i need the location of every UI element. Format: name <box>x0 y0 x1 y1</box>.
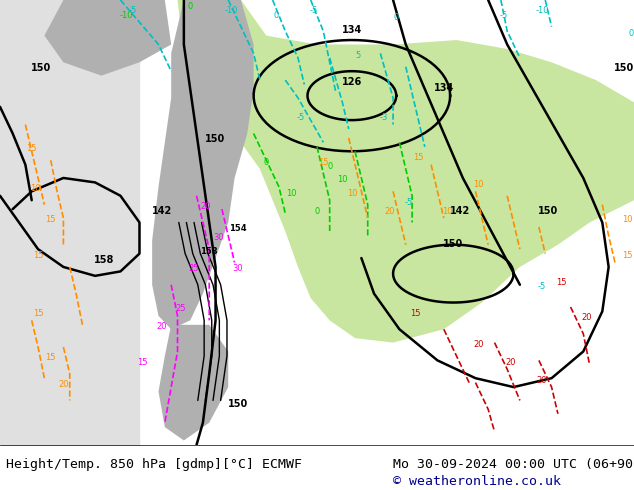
Text: 15: 15 <box>556 278 566 287</box>
Text: 15: 15 <box>413 153 424 162</box>
Text: 0: 0 <box>394 13 399 22</box>
Text: 15: 15 <box>46 353 56 363</box>
Text: 10: 10 <box>474 180 484 189</box>
Text: -5: -5 <box>309 6 318 15</box>
Text: 15: 15 <box>623 251 633 260</box>
Text: 150: 150 <box>538 206 559 216</box>
Text: 20: 20 <box>505 358 515 367</box>
Text: 15: 15 <box>46 216 56 224</box>
Text: -5: -5 <box>297 113 306 122</box>
Text: 20: 20 <box>474 340 484 349</box>
Text: 150: 150 <box>443 239 463 249</box>
Text: 10: 10 <box>30 184 40 194</box>
Text: 0: 0 <box>628 28 633 38</box>
Text: 150: 150 <box>205 134 226 145</box>
Text: -5: -5 <box>538 282 547 291</box>
Text: 0: 0 <box>314 207 320 216</box>
Text: 150: 150 <box>31 63 51 73</box>
Text: 20: 20 <box>201 202 211 211</box>
Text: 10: 10 <box>442 207 452 216</box>
Text: 15: 15 <box>27 144 37 153</box>
Text: -10: -10 <box>120 11 134 20</box>
Text: 25: 25 <box>176 304 186 314</box>
Text: 0: 0 <box>273 11 278 20</box>
Text: 134: 134 <box>434 83 454 93</box>
Text: 25: 25 <box>188 265 198 273</box>
Text: 10: 10 <box>337 175 347 184</box>
Text: 20: 20 <box>157 322 167 331</box>
Text: 20: 20 <box>385 207 395 216</box>
Text: 134: 134 <box>342 25 362 35</box>
Text: 15: 15 <box>318 158 328 167</box>
Text: 30: 30 <box>214 233 224 242</box>
Text: 154: 154 <box>229 224 247 233</box>
Text: 158: 158 <box>94 254 115 265</box>
Text: © weatheronline.co.uk: © weatheronline.co.uk <box>393 475 561 488</box>
Text: 15: 15 <box>33 251 43 260</box>
Text: -10: -10 <box>535 6 549 15</box>
Text: 158: 158 <box>200 246 218 256</box>
Text: -10: -10 <box>224 6 238 15</box>
Text: 10: 10 <box>347 189 357 198</box>
Text: 30: 30 <box>233 265 243 273</box>
Text: Mo 30-09-2024 00:00 UTC (06+90): Mo 30-09-2024 00:00 UTC (06+90) <box>393 458 634 470</box>
Text: Height/Temp. 850 hPa [gdmp][°C] ECMWF: Height/Temp. 850 hPa [gdmp][°C] ECMWF <box>6 458 302 470</box>
Text: 0: 0 <box>327 162 332 171</box>
Text: -5: -5 <box>404 197 413 207</box>
Text: 15: 15 <box>410 309 420 318</box>
Text: -5: -5 <box>500 11 508 20</box>
Text: -3: -3 <box>379 113 388 122</box>
Text: 150: 150 <box>228 399 248 409</box>
Text: 0: 0 <box>264 158 269 167</box>
Text: 10: 10 <box>623 216 633 224</box>
Text: 20: 20 <box>581 313 592 322</box>
Text: -5: -5 <box>129 6 138 15</box>
Text: 142: 142 <box>450 206 470 216</box>
Text: 15: 15 <box>138 358 148 367</box>
Text: 20: 20 <box>58 380 68 389</box>
Text: 0: 0 <box>188 2 193 11</box>
Text: 126: 126 <box>342 76 362 87</box>
Text: 20: 20 <box>537 376 547 385</box>
Text: 150: 150 <box>614 63 634 73</box>
Text: 10: 10 <box>287 189 297 198</box>
Text: 142: 142 <box>152 206 172 216</box>
Text: 15: 15 <box>33 309 43 318</box>
Text: 5: 5 <box>356 51 361 60</box>
